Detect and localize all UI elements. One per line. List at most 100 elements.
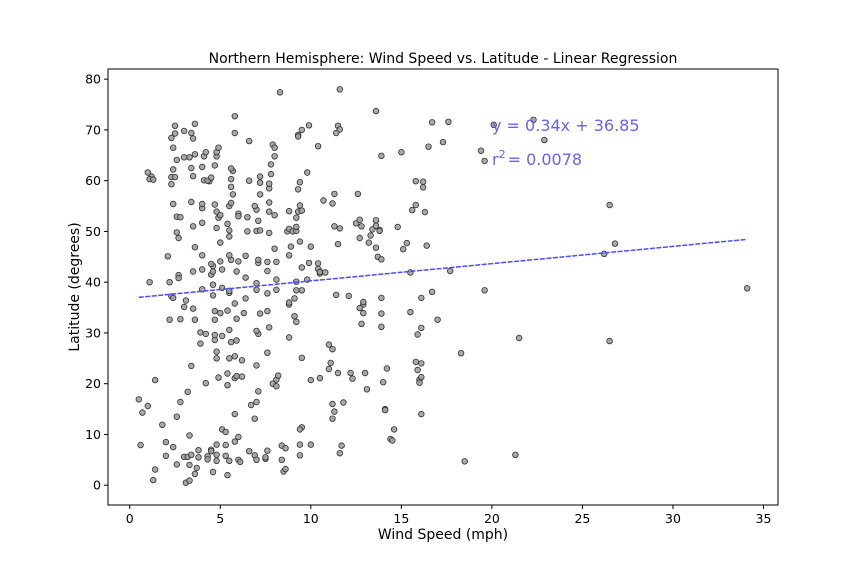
data-point <box>245 448 253 455</box>
data-point <box>169 166 177 173</box>
data-point <box>347 369 354 377</box>
data-point <box>278 456 285 463</box>
data-point <box>198 163 206 171</box>
x-tick-label: 25 <box>574 511 590 526</box>
data-point <box>213 451 220 458</box>
data-point <box>267 161 275 168</box>
data-point <box>294 133 302 140</box>
data-point <box>222 452 229 459</box>
data-point <box>327 359 334 367</box>
data-point <box>256 227 264 234</box>
data-point <box>276 89 284 96</box>
data-point <box>245 137 253 145</box>
data-point <box>191 316 199 323</box>
data-point <box>245 177 253 184</box>
data-point <box>264 267 271 275</box>
data-point <box>285 334 293 341</box>
data-point <box>418 294 425 302</box>
data-point <box>461 458 468 465</box>
data-point <box>222 428 229 436</box>
y-tick-label: 70 <box>85 122 101 137</box>
data-point <box>606 201 613 209</box>
data-point <box>235 258 242 265</box>
data-point <box>195 447 202 454</box>
data-point <box>202 330 209 338</box>
data-point <box>231 438 238 445</box>
data-point <box>251 202 258 210</box>
data-point <box>233 315 240 322</box>
y-tick-label: 20 <box>85 376 101 391</box>
data-point <box>349 375 356 382</box>
data-point <box>198 252 206 259</box>
data-point <box>329 415 336 422</box>
data-point <box>151 466 159 473</box>
data-point <box>264 307 271 315</box>
data-point <box>177 213 184 221</box>
x-axis: 0 5 10 15 20 25 30 35 <box>126 505 771 526</box>
data-point <box>226 252 233 259</box>
data-point <box>255 256 262 263</box>
data-point <box>336 450 343 457</box>
data-point <box>213 224 220 232</box>
data-point <box>226 227 233 234</box>
data-point <box>227 338 235 346</box>
data-point <box>247 401 255 409</box>
data-point <box>293 318 300 325</box>
data-point <box>291 313 298 320</box>
data-point <box>282 465 289 473</box>
data-point <box>298 126 305 134</box>
data-point <box>414 366 421 374</box>
data-point <box>356 216 363 223</box>
data-point <box>159 421 166 428</box>
data-point <box>293 287 300 294</box>
data-point <box>169 294 177 302</box>
data-point <box>195 454 202 461</box>
data-point <box>253 456 260 463</box>
data-point <box>331 190 338 198</box>
r-squared-annotation: r2 = 0.0078 <box>492 148 582 169</box>
data-point <box>202 148 209 156</box>
data-point <box>390 426 398 433</box>
data-point <box>171 130 179 137</box>
data-point <box>198 200 206 208</box>
data-point <box>271 153 278 160</box>
data-point <box>168 134 175 142</box>
data-point <box>236 458 244 466</box>
data-point <box>193 464 200 472</box>
data-point <box>189 172 197 180</box>
x-axis-label: Wind Speed (mph) <box>378 527 508 543</box>
data-point <box>412 358 419 366</box>
data-point <box>186 154 193 161</box>
data-point <box>266 208 273 215</box>
data-point <box>378 294 385 302</box>
data-point <box>291 295 298 302</box>
data-point <box>271 245 278 252</box>
data-point <box>412 177 419 185</box>
data-point <box>419 184 427 191</box>
data-point <box>425 143 432 150</box>
data-point <box>407 308 414 316</box>
data-point <box>262 454 269 461</box>
data-point <box>233 337 240 344</box>
data-point <box>166 316 173 323</box>
data-point <box>139 409 146 416</box>
data-point <box>416 379 423 386</box>
data-point <box>275 372 282 379</box>
plot-frame <box>107 68 779 506</box>
data-point <box>421 208 429 216</box>
data-point <box>273 258 280 266</box>
data-point <box>207 448 215 455</box>
data-point <box>336 126 343 133</box>
data-point <box>447 267 454 275</box>
data-point <box>419 178 427 185</box>
data-point <box>227 183 235 190</box>
data-point <box>146 279 153 286</box>
data-point <box>182 297 190 304</box>
data-point <box>169 443 177 451</box>
data-point <box>253 327 260 335</box>
data-point <box>253 398 260 406</box>
data-point <box>445 118 452 125</box>
data-point <box>231 353 238 360</box>
data-point <box>298 207 305 214</box>
data-point <box>329 400 336 408</box>
